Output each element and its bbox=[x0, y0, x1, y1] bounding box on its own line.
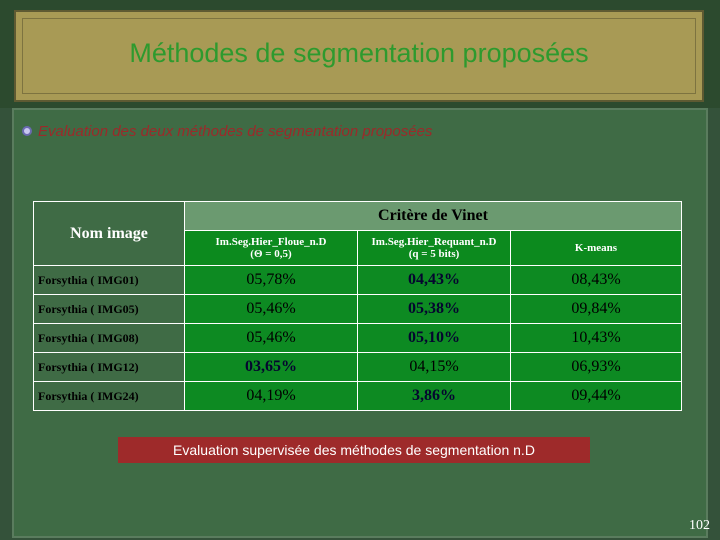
method-header: K-means bbox=[510, 230, 682, 266]
results-table: Nom image Critère de Vinet Im.Seg.Hier_F… bbox=[33, 201, 682, 411]
row-image-name: Forsythia ( IMG05) bbox=[33, 294, 185, 324]
slide-title: Méthodes de segmentation proposées bbox=[129, 38, 589, 68]
table-header-row: Nom image Critère de Vinet bbox=[33, 201, 682, 266]
value-cell: 05,10% bbox=[357, 323, 511, 353]
value-cell: 05,46% bbox=[184, 323, 358, 353]
value-cell: 09,84% bbox=[510, 294, 682, 324]
table-row: Forsythia ( IMG05) 05,46% 05,38% 09,84% bbox=[33, 294, 682, 324]
value-cell: 04,19% bbox=[184, 381, 358, 411]
title-bar: Méthodes de segmentation proposées bbox=[0, 0, 720, 108]
row-image-name: Forsythia ( IMG24) bbox=[33, 381, 185, 411]
value-cell: 05,38% bbox=[357, 294, 511, 324]
table-row: Forsythia ( IMG08) 05,46% 05,10% 10,43% bbox=[33, 323, 682, 353]
method-param: (q = 5 bits) bbox=[408, 248, 460, 260]
value-cell: 05,46% bbox=[184, 294, 358, 324]
method-param: (Θ = 0,5) bbox=[250, 248, 292, 260]
value-cell: 03,65% bbox=[184, 352, 358, 382]
bullet-row: Evaluation des deux méthodes de segmenta… bbox=[22, 120, 432, 142]
value-cell: 05,78% bbox=[184, 265, 358, 295]
value-cell: 04,15% bbox=[357, 352, 511, 382]
col-header-name: Nom image bbox=[33, 201, 185, 266]
value-cell: 04,43% bbox=[357, 265, 511, 295]
value-cell: 10,43% bbox=[510, 323, 682, 353]
title-inner-border bbox=[22, 18, 696, 94]
table-row: Forsythia ( IMG12) 03,65% 04,15% 06,93% bbox=[33, 352, 682, 382]
value-cell: 06,93% bbox=[510, 352, 682, 382]
row-image-name: Forsythia ( IMG12) bbox=[33, 352, 185, 382]
bullet-text: Evaluation des deux méthodes de segmenta… bbox=[38, 122, 433, 140]
value-cell: 3,86% bbox=[357, 381, 511, 411]
bullet-icon bbox=[22, 126, 32, 136]
row-image-name: Forsythia ( IMG01) bbox=[33, 265, 185, 295]
method-name: Im.Seg.Hier_Requant_n.D bbox=[371, 235, 497, 248]
table-row: Forsythia ( IMG01) 05,78% 04,43% 08,43% bbox=[33, 265, 682, 295]
value-cell: 08,43% bbox=[510, 265, 682, 295]
row-image-name: Forsythia ( IMG08) bbox=[33, 323, 185, 353]
method-name: Im.Seg.Hier_Floue_n.D bbox=[215, 235, 327, 248]
group-header-critere: Critère de Vinet bbox=[184, 201, 682, 231]
method-name: K-means bbox=[574, 241, 618, 254]
title-box: Méthodes de segmentation proposées bbox=[14, 10, 704, 102]
page-number: 102 bbox=[689, 518, 710, 533]
method-header: Im.Seg.Hier_Floue_n.D (Θ = 0,5) bbox=[184, 230, 358, 266]
method-header: Im.Seg.Hier_Requant_n.D (q = 5 bits) bbox=[357, 230, 511, 266]
table-row: Forsythia ( IMG24) 04,19% 3,86% 09,44% bbox=[33, 381, 682, 411]
value-cell: 09,44% bbox=[510, 381, 682, 411]
caption-box: Evaluation supervisée des méthodes de se… bbox=[118, 437, 590, 463]
